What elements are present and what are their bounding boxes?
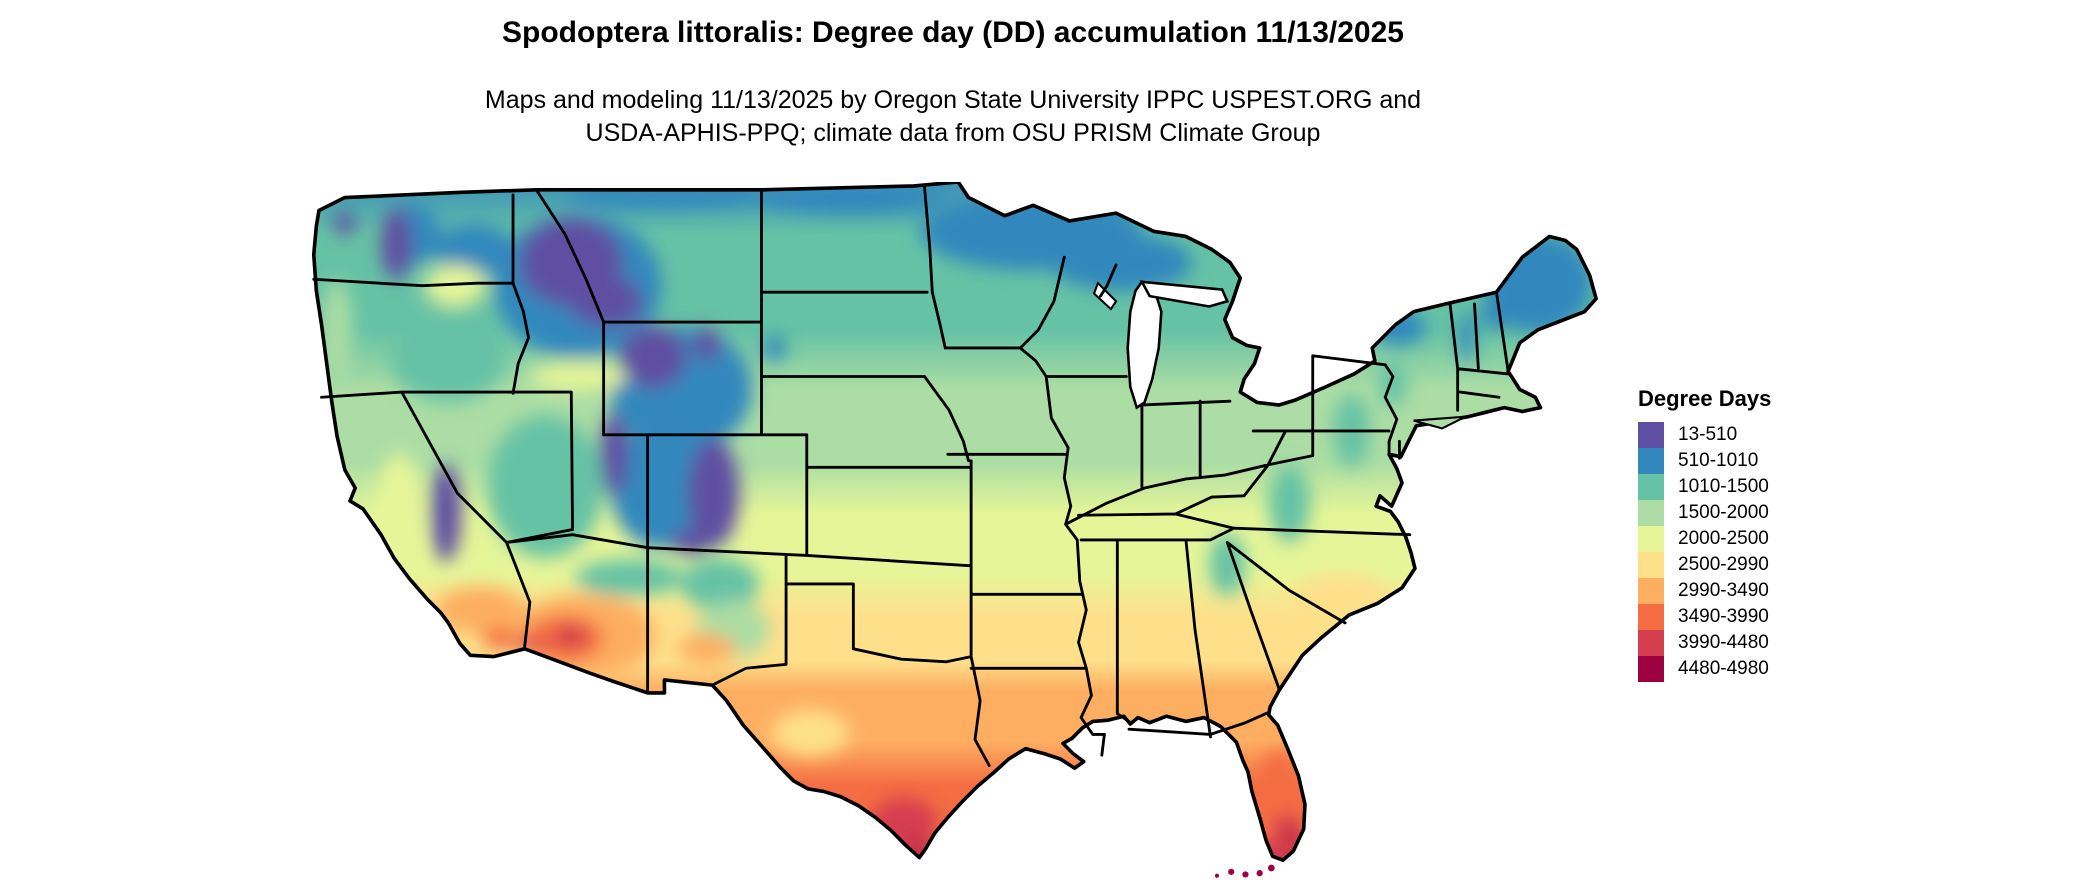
legend-label: 2000-2500 <box>1678 528 1769 549</box>
legend-swatch-icon <box>1638 552 1664 578</box>
florida-keys <box>1214 864 1275 878</box>
legend-swatch-icon <box>1638 448 1664 474</box>
legend-label: 3990-4480 <box>1678 632 1769 653</box>
legend-swatch-icon <box>1638 526 1664 552</box>
state-borders <box>312 185 1510 767</box>
green-bay <box>1092 281 1118 311</box>
legend: Degree Days 13-510 510-1010 1010-1500 15… <box>1638 386 1771 682</box>
legend-swatch-icon <box>1638 630 1664 656</box>
us-degree-day-map <box>306 182 1600 890</box>
legend-label: 2990-3490 <box>1678 580 1769 601</box>
page-title: Spodoptera littoralis: Degree day (DD) a… <box>502 16 1404 49</box>
legend-item: 3990-4480 <box>1638 630 1771 656</box>
legend-item: 2000-2500 <box>1638 526 1771 552</box>
legend-title: Degree Days <box>1638 386 1772 411</box>
legend-label: 1010-1500 <box>1678 476 1769 497</box>
long-island <box>1413 415 1466 430</box>
us-outline <box>311 182 1598 862</box>
us-map-svg <box>311 182 1598 878</box>
legend-label: 4480-4980 <box>1678 658 1769 679</box>
legend-item: 510-1010 <box>1638 448 1771 474</box>
legend-label: 2500-2990 <box>1678 554 1769 575</box>
legend-swatch-icon <box>1638 578 1664 604</box>
legend-label: 510-1010 <box>1678 450 1759 471</box>
legend-item: 3490-3990 <box>1638 604 1771 630</box>
legend-item: 2500-2990 <box>1638 552 1771 578</box>
legend-label: 1500-2000 <box>1678 502 1769 523</box>
legend-swatch-icon <box>1638 656 1664 682</box>
legend-swatch-icon <box>1638 500 1664 526</box>
page-subtitle: Maps and modeling 11/13/2025 by Oregon S… <box>484 86 1422 147</box>
legend-item: 1010-1500 <box>1638 474 1771 500</box>
legend-label: 13-510 <box>1678 424 1738 445</box>
legend-swatch-icon <box>1638 604 1664 630</box>
legend-swatch-icon <box>1638 422 1664 448</box>
legend-label: 3490-3990 <box>1678 606 1769 627</box>
legend-item: 1500-2000 <box>1638 500 1771 526</box>
mackinac-strait <box>1139 280 1230 308</box>
legend-item: 4480-4980 <box>1638 656 1771 682</box>
legend-item: 13-510 <box>1638 422 1771 448</box>
legend-swatch-icon <box>1638 474 1664 500</box>
legend-item: 2990-3490 <box>1638 578 1771 604</box>
